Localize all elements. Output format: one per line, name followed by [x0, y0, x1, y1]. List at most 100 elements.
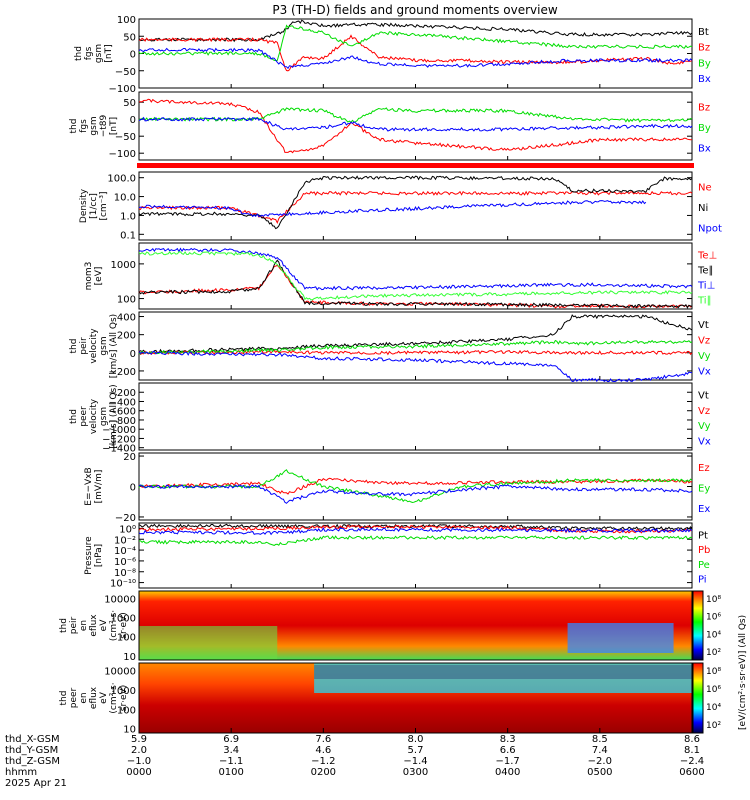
legend-entry: Vz — [698, 335, 710, 346]
colorbar-tick-label: 10⁶ — [706, 613, 721, 623]
y-tick-label: 20 — [123, 452, 136, 463]
footer-tick-time: 0100 — [218, 767, 243, 778]
panel-4: Te⊥ Te∥ Ti⊥ Ti∥ 1000 100 mom3 [eV] — [84, 242, 717, 310]
y-axis-label: [nPa] — [94, 544, 104, 567]
series-bz-line — [138, 98, 693, 154]
colorbar: 10⁸ 10⁶ 10⁴ 10² [eV/(cm²·s·sr·eV)] (All Qs) — [692, 590, 748, 730]
y-axis-label: velocity — [89, 398, 99, 434]
y-tick-label: 10000 — [104, 595, 136, 606]
y-axis-label: eV — [99, 691, 109, 704]
series-by-line — [138, 24, 693, 62]
footer-tick-time: 0000 — [126, 767, 151, 778]
y-tick-label: 10⁻⁸ — [114, 568, 136, 579]
y-axis-label: thd — [69, 119, 79, 134]
y-tick-label: −20 — [115, 513, 136, 524]
colorbar-tick-label: 10² — [706, 721, 721, 731]
y-axis-label: [eV] — [94, 267, 104, 286]
y-tick-label: 100 — [117, 15, 136, 26]
y-axis-label: thd — [59, 618, 69, 633]
series-bz-line — [138, 34, 693, 72]
y-tick-label: −100 — [109, 84, 136, 95]
series-bx-line — [138, 47, 693, 70]
y-tick-label: 10 — [123, 652, 136, 663]
y-axis-label: eflux — [89, 614, 99, 637]
y-axis-label: gsm — [99, 407, 109, 426]
footer-label-z: thd_Z-GSM — [5, 756, 60, 767]
y-tick-label: −200 — [109, 367, 136, 378]
y-tick-label: −50 — [115, 132, 136, 143]
legend-entry: Te⊥ — [697, 251, 717, 262]
y-axis-label: [1/cc] — [89, 193, 99, 219]
footer-tick-time: 0600 — [679, 767, 704, 778]
y-axis-label: Pressure — [84, 536, 94, 575]
colorbar-title: [eV/(cm²·s·sr·eV)] (All Qs) — [738, 615, 748, 730]
legend-entry: Pb — [698, 545, 710, 556]
legend-entry: Vx — [698, 436, 711, 447]
legend-entry: Ti∥ — [697, 296, 712, 307]
y-tick-label: 10⁻⁶ — [114, 557, 136, 568]
y-axis-label: eV — [99, 619, 109, 632]
y-axis-label: peir — [79, 337, 89, 355]
y-axis-label: sr·eV) — [119, 685, 129, 711]
y-axis-label: gsm — [89, 116, 99, 135]
y-axis-label: −t89 — [99, 114, 109, 137]
y-tick-label: 0 — [130, 115, 136, 126]
y-tick-label: −50 — [115, 67, 136, 78]
y-tick-label: 50 — [123, 32, 136, 43]
panel-frame — [138, 590, 693, 661]
panel-frame — [138, 522, 693, 589]
y-tick-label: 10⁻⁴ — [114, 546, 136, 557]
panel-7: Ez Ey Ex 20 0 −20 E=−VxB [mV/m] — [84, 452, 710, 524]
y-tick-label: 1.0 — [120, 211, 136, 222]
y-axis-label: [cm⁻³] — [99, 191, 109, 220]
legend-entry: Vt — [698, 391, 709, 402]
y-tick-label: 1000 — [111, 260, 136, 271]
y-axis-label: eflux — [89, 686, 99, 709]
y-axis-label: thd — [69, 339, 79, 354]
y-axis-label: (cm²·s· — [109, 610, 119, 641]
series-ti-line — [138, 247, 693, 291]
y-tick-label: 100 — [117, 295, 136, 306]
footer-label-date: 2025 Apr 21 — [5, 778, 67, 789]
footer-tick-x: 8.5 — [592, 734, 608, 745]
series-te-line — [138, 259, 693, 309]
panel-separator-bar — [137, 163, 694, 168]
legend-entry: Vt — [698, 320, 709, 331]
series-npot-line — [138, 200, 647, 218]
footer-label-y: thd_Y-GSM — [5, 745, 58, 756]
footer-tick-y: 6.6 — [500, 745, 516, 756]
y-axis-label: velocity — [89, 328, 99, 364]
footer-tick-y: 8.1 — [684, 745, 700, 756]
y-axis-label: thd — [59, 691, 69, 706]
y-tick-label: 200 — [117, 331, 136, 342]
panel-frame — [138, 382, 693, 451]
footer-tick-x: 6.9 — [223, 734, 239, 745]
legend-entry: Vz — [698, 406, 710, 417]
y-tick-label: −1200 — [102, 434, 136, 445]
legend-entry: Ne — [698, 182, 712, 193]
legend-entry: Pe — [698, 560, 710, 571]
spectrogram-low-flux-region — [567, 623, 674, 653]
y-axis-label: fgs — [79, 119, 89, 133]
legend-entry: Pi — [698, 575, 707, 586]
y-axis-label: gsm — [94, 44, 104, 63]
y-tick-label: 10000 — [104, 667, 136, 678]
y-axis-label: thd — [69, 409, 79, 424]
series-vy-line — [138, 339, 693, 355]
y-tick-label: 0 — [130, 483, 136, 494]
legend-entry: Ez — [698, 463, 710, 474]
y-axis-label: en — [79, 620, 89, 631]
legend-entry: Bx — [698, 74, 711, 85]
footer-tick-y: 3.4 — [223, 745, 239, 756]
footer-tick-z: −1.2 — [311, 756, 335, 767]
legend-entry: Npot — [698, 224, 722, 235]
panel-frame — [138, 171, 693, 241]
footer-tick-time: 0500 — [587, 767, 612, 778]
y-tick-label: 0.1 — [120, 230, 136, 241]
footer-tick-z: −1.1 — [219, 756, 243, 767]
colorbar-gradient — [692, 590, 704, 661]
y-tick-label: −600 — [109, 407, 136, 418]
y-axis-label: fgs — [84, 46, 94, 60]
